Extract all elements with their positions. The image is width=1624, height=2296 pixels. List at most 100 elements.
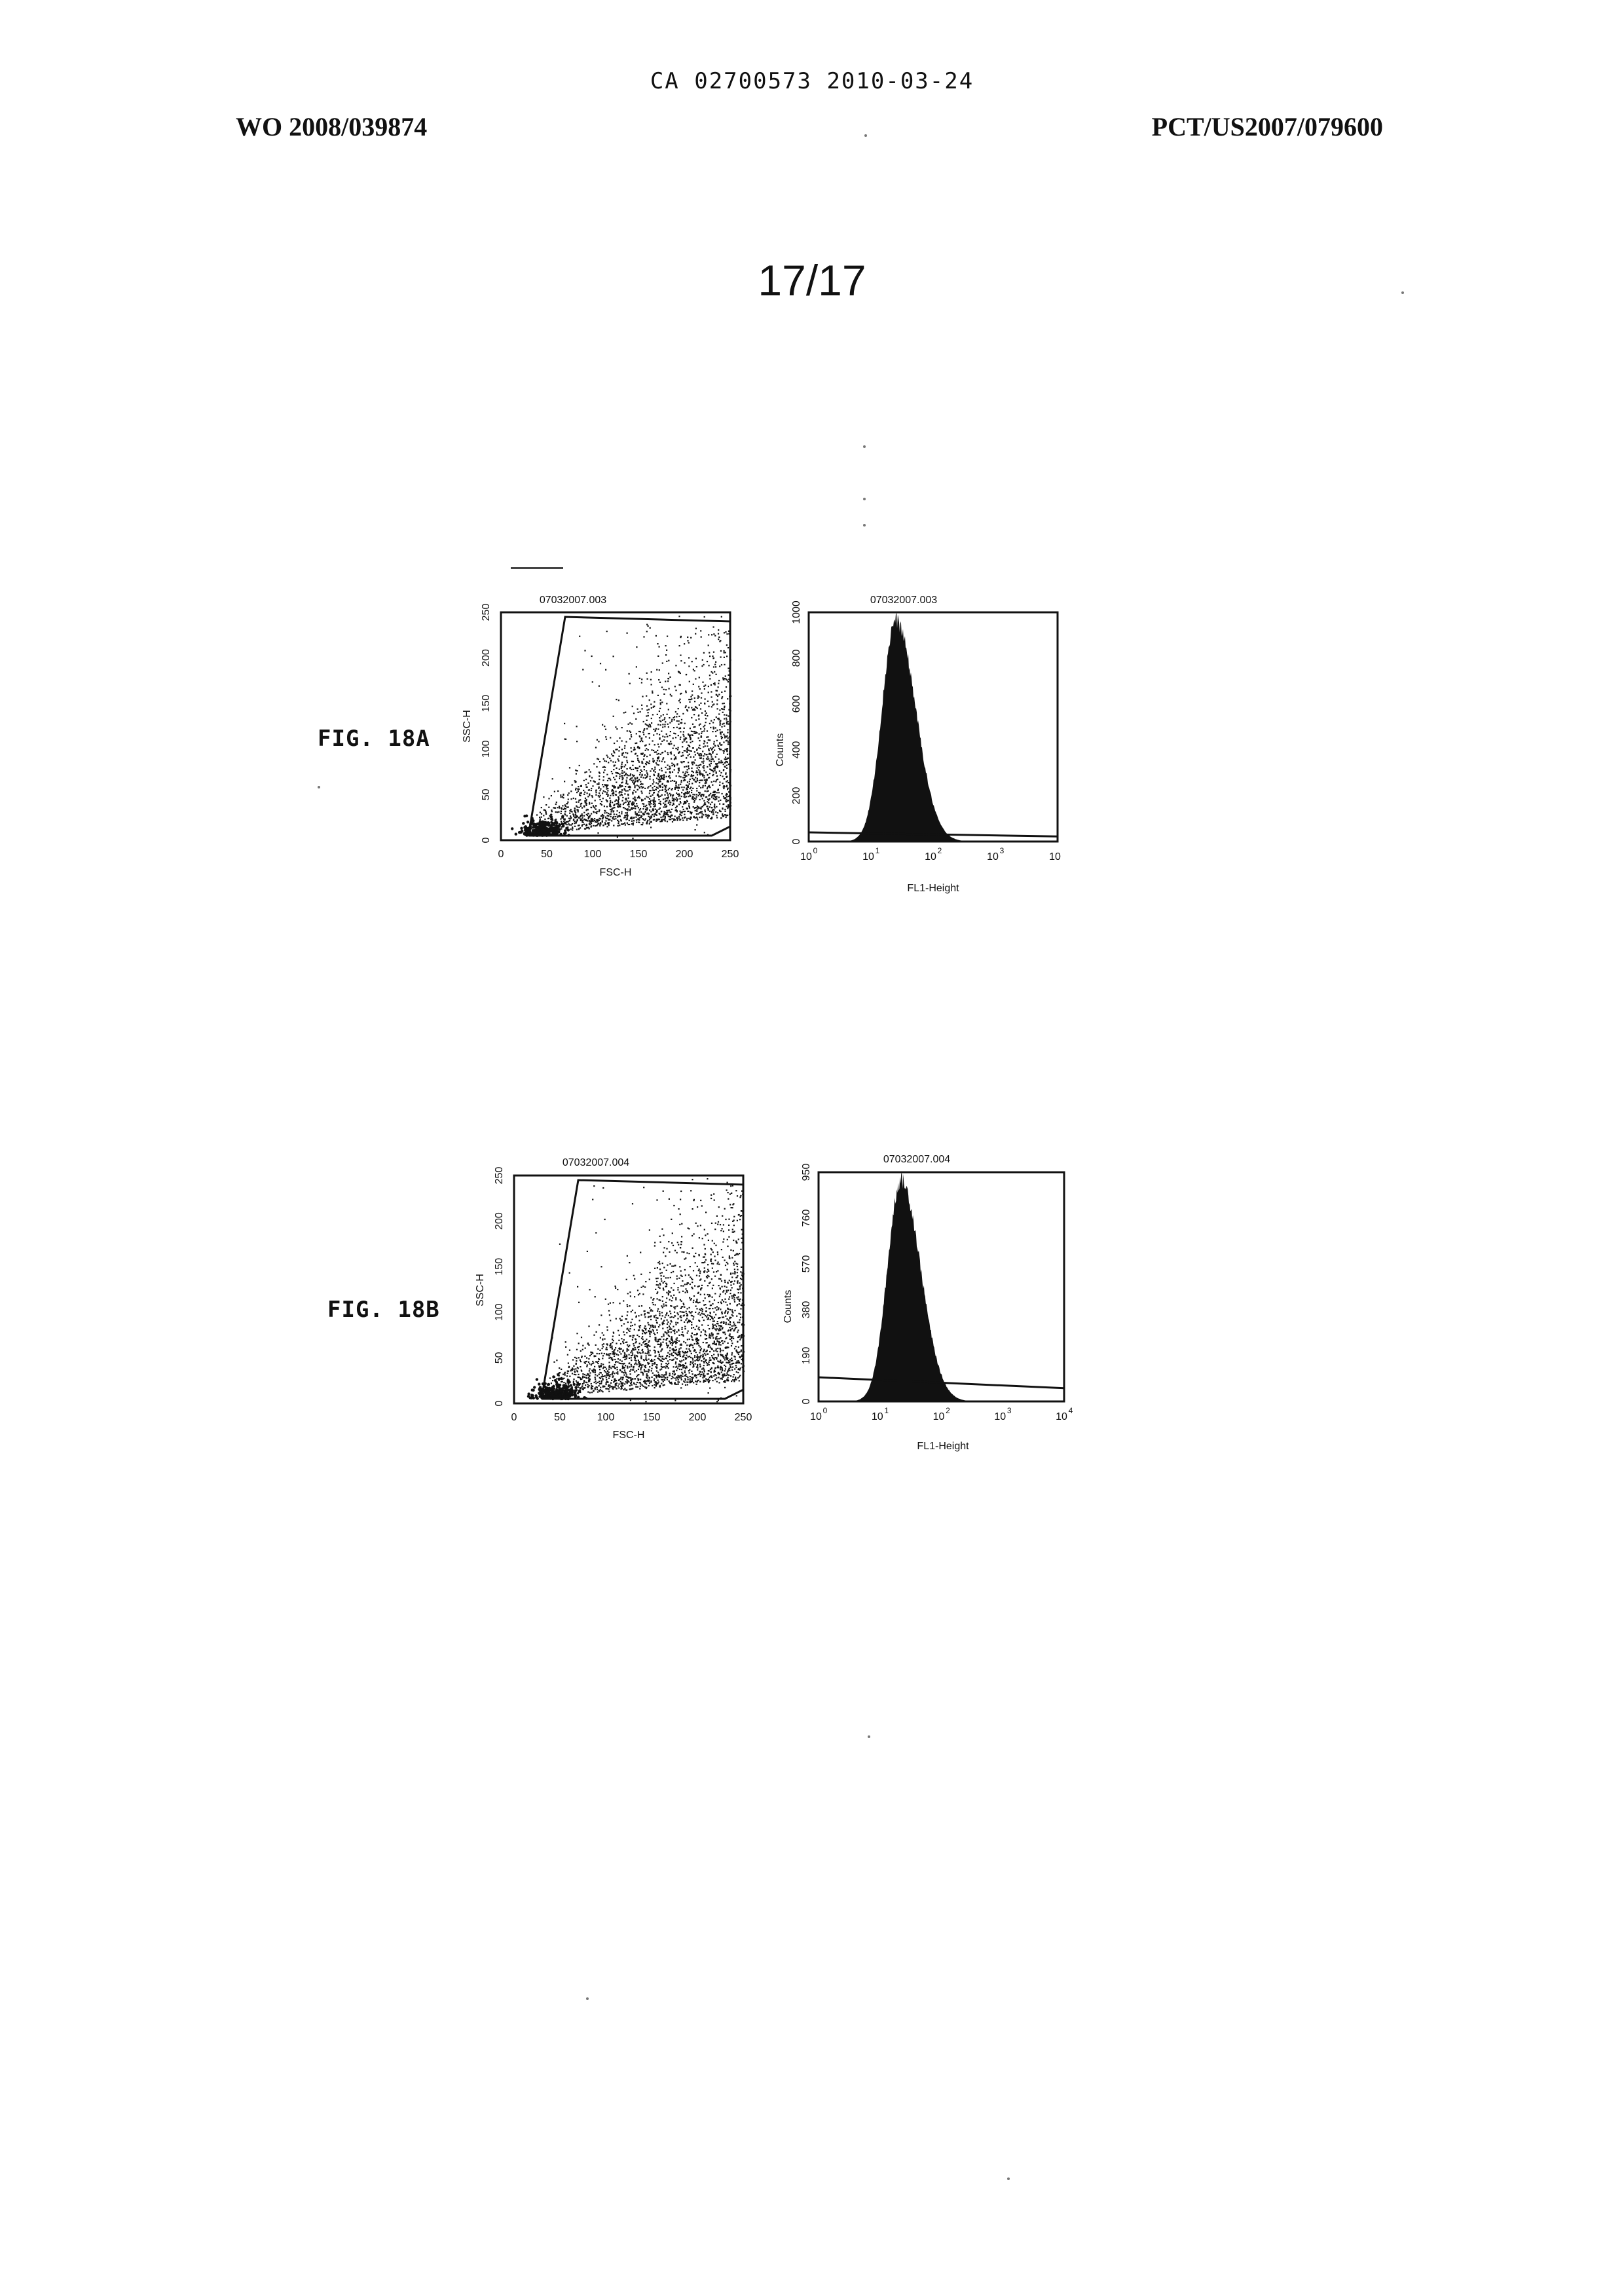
scatter-point <box>599 1350 600 1351</box>
scatter-point <box>616 1361 617 1362</box>
scatter-point <box>706 1362 707 1363</box>
scatter-point <box>591 1385 592 1386</box>
scatter-point <box>716 764 717 765</box>
scatter-point <box>699 1329 700 1330</box>
scatter-point <box>674 733 676 734</box>
scatter-point <box>674 1250 676 1251</box>
scatter-point <box>550 818 553 821</box>
scatter-point <box>678 817 680 819</box>
scatter-point <box>587 1386 589 1387</box>
scatter-point <box>680 1285 682 1286</box>
scatter-point <box>621 770 623 771</box>
scatter-point <box>622 800 623 802</box>
scatter-point <box>665 1331 666 1333</box>
scatter-point <box>670 694 671 695</box>
scatter-point <box>692 1373 693 1375</box>
scatter-point <box>697 1354 698 1356</box>
scatter-point <box>589 769 590 770</box>
scatter-point <box>636 814 637 815</box>
scatter-point <box>694 701 695 702</box>
scatter-point <box>739 1313 740 1314</box>
scatter-point <box>739 1335 740 1337</box>
scatter-point <box>720 760 722 762</box>
scatter-x-tick-label: 150 <box>630 849 648 860</box>
scatter-point <box>584 1361 585 1363</box>
scatter-point <box>659 1354 660 1355</box>
scatter-point <box>728 1370 729 1371</box>
scatter-point <box>671 719 673 720</box>
scatter-point <box>720 1350 722 1351</box>
scatter-point <box>678 724 679 725</box>
scatter-point <box>610 804 611 805</box>
scatter-point <box>651 722 652 724</box>
scatter-point <box>716 1357 718 1358</box>
scatter-point <box>625 802 627 803</box>
scatter-point <box>703 800 705 802</box>
scatter-point <box>654 744 655 745</box>
scatter-point <box>679 1369 680 1370</box>
scatter-point <box>644 774 646 775</box>
scatter-point <box>652 1385 653 1386</box>
scatter-point <box>688 796 690 797</box>
scatter-point <box>614 1373 615 1374</box>
scatter-point <box>622 1351 623 1352</box>
scatter-point <box>633 792 634 793</box>
scatter-point <box>638 1382 640 1383</box>
scatter-point <box>695 765 697 766</box>
scatter-point <box>663 694 665 695</box>
scatter-point <box>724 1375 726 1376</box>
scatter-point <box>604 760 605 762</box>
scatter-point <box>663 719 665 720</box>
scatter-point <box>703 1381 704 1382</box>
scatter-point <box>665 820 666 821</box>
scatter-point <box>702 1310 703 1312</box>
scatter-point <box>720 817 722 819</box>
scatter-point <box>708 1392 709 1394</box>
scatter-point <box>616 749 618 750</box>
scatter-point <box>623 1342 624 1344</box>
scatter-point <box>588 1358 589 1360</box>
scatter-point <box>588 1361 589 1363</box>
scatter-point <box>681 815 682 816</box>
scatter-point <box>646 724 648 726</box>
scatter-point <box>733 1324 735 1325</box>
scatter-point <box>728 1375 729 1376</box>
scatter-point <box>692 734 693 735</box>
scatter-y-tick-label: 200 <box>481 649 492 667</box>
scatter-point <box>518 831 521 834</box>
scatter-point <box>621 1363 623 1364</box>
figure-label-18a: FIG. 18A <box>318 726 430 752</box>
scatter-point <box>662 1301 663 1302</box>
scatter-point <box>602 1346 604 1347</box>
scatter-point <box>595 1377 596 1378</box>
histogram-x-tick-exponent: 2 <box>938 846 942 855</box>
scatter-point <box>620 1381 621 1382</box>
scatter-point <box>611 1346 612 1347</box>
scatter-point <box>686 766 687 767</box>
scatter-point <box>703 652 705 654</box>
scatter-point <box>726 740 727 741</box>
scatter-point <box>581 825 583 826</box>
scatter-point <box>654 1325 655 1327</box>
scatter-point <box>583 815 585 817</box>
scatter-point <box>685 1379 686 1380</box>
scatter-point <box>636 666 637 667</box>
scatter-point <box>633 761 634 762</box>
scatter-point <box>681 756 682 757</box>
scatter-point <box>690 811 691 813</box>
scatter-point <box>599 1374 600 1375</box>
scatter-point <box>724 1312 726 1314</box>
scatter-point <box>677 794 678 795</box>
scatter-point <box>629 775 631 776</box>
scatter-point <box>725 1316 726 1317</box>
scatter-point <box>654 1362 655 1363</box>
scatter-point <box>682 820 684 821</box>
scatter-point <box>724 726 725 727</box>
scatter-point <box>649 819 650 821</box>
scatter-point <box>727 732 728 733</box>
scatter-point <box>614 813 615 815</box>
scatter-point <box>661 1379 662 1380</box>
scatter-point <box>629 1262 630 1263</box>
scatter-point <box>682 1367 684 1368</box>
scatter-point <box>673 1371 674 1372</box>
